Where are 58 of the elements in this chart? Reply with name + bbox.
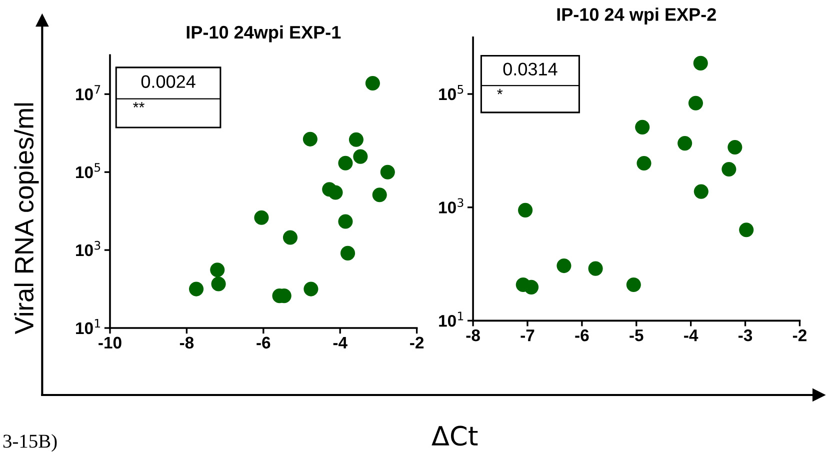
annotation: * — [497, 88, 503, 94]
point — [636, 156, 652, 171]
point — [254, 210, 269, 225]
x-tick-label: -5 — [630, 330, 644, 342]
point — [556, 258, 572, 274]
point — [524, 280, 539, 294]
point — [189, 282, 204, 296]
point — [635, 120, 650, 134]
point — [380, 164, 395, 180]
point — [694, 184, 708, 199]
x-tick-label: -4 — [333, 336, 348, 348]
point — [588, 261, 603, 276]
x-tick-label: -6 — [256, 336, 270, 349]
point — [518, 202, 533, 218]
chart-title: IP-10 24 wpi EXP-2 — [557, 8, 716, 24]
y-tick-label: 10$^{1}$ — [76, 319, 100, 334]
x-tick-label: -3 — [738, 329, 752, 342]
y-axis-title: Viral RNA copies/ml — [14, 103, 39, 334]
text: 3-15B) — [3, 434, 57, 452]
x-tick-label: -2 — [410, 336, 424, 348]
y-tick-label: 10$^{5}$ — [439, 85, 464, 100]
point — [372, 188, 387, 202]
y-tick-label: 10$^{3}$ — [76, 240, 100, 256]
x-tick-label: -8 — [466, 329, 480, 342]
point — [353, 149, 368, 164]
point — [340, 246, 356, 260]
x-tick-label: -8 — [180, 336, 194, 349]
point — [678, 136, 692, 151]
x-tick-label: -7 — [520, 330, 534, 342]
point — [626, 277, 641, 292]
point — [210, 262, 225, 278]
x-tick-label: -4 — [684, 330, 698, 342]
y-tick-label: 10$^{1}$ — [439, 312, 464, 327]
point — [722, 162, 736, 177]
point — [211, 276, 226, 292]
point — [693, 56, 708, 70]
x-axis-title: ΔCt — [432, 426, 478, 446]
annotation: 0.0024 — [141, 75, 196, 88]
x-tick-label: -6 — [575, 329, 589, 342]
y-tick-label: 10$^{3}$ — [439, 198, 464, 214]
x-tick-label: -10 — [98, 336, 122, 349]
point — [348, 132, 364, 147]
point — [282, 230, 298, 245]
point — [728, 140, 742, 155]
annotation: 0.0314 — [503, 62, 558, 76]
y-tick-label: 10$^{7}$ — [76, 85, 100, 100]
point — [338, 156, 353, 170]
y-tick-label: 10$^{5}$ — [76, 163, 100, 178]
point — [328, 185, 343, 200]
annotation: ** — [133, 102, 144, 108]
point — [338, 214, 353, 229]
point — [304, 282, 318, 296]
point — [739, 222, 754, 238]
point — [302, 132, 318, 146]
point — [688, 96, 704, 110]
x-tick-label: -2 — [792, 329, 806, 342]
chart-title: IP-10 24wpi EXP-1 — [186, 25, 341, 42]
point — [365, 76, 380, 91]
